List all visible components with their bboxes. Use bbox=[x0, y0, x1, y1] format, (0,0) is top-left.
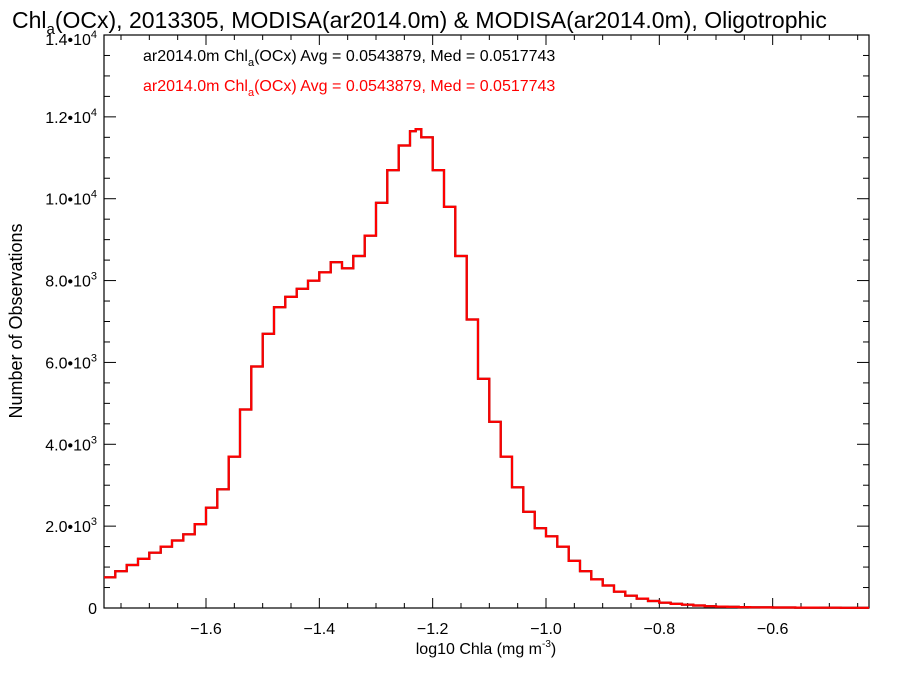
x-tick-label: −1.6 bbox=[190, 621, 222, 638]
y-tick-label: 6.0•103 bbox=[45, 352, 97, 372]
y-tick-label: 4.0•103 bbox=[45, 434, 97, 454]
x-tick-label: −1.0 bbox=[530, 621, 562, 638]
x-tick-label: −1.2 bbox=[417, 621, 449, 638]
y-axis-label: Number of Observations bbox=[6, 223, 26, 418]
x-axis-label: log10 Chla (mg m-3) bbox=[416, 639, 557, 658]
y-tick-label: 1.4•104 bbox=[45, 29, 97, 49]
y-tick-label: 0 bbox=[88, 601, 97, 618]
plot-frame bbox=[103, 34, 870, 609]
histogram-series-line bbox=[104, 128, 869, 609]
legend-entry: ar2014.0m Chla(OCx) Avg = 0.0543879, Med… bbox=[143, 48, 555, 69]
y-tick-label: 8.0•103 bbox=[45, 271, 97, 291]
axis-ticks: −1.6 −1.4 −1.2 −1.0 −0.8 −0.6 0 2.0•103 4.0•103 6… bbox=[45, 29, 869, 638]
y-tick-label: 1.2•104 bbox=[45, 107, 97, 127]
histogram-series-line bbox=[104, 128, 869, 609]
legend-entry: ar2014.0m Chla(OCx) Avg = 0.0543879, Med… bbox=[143, 78, 555, 99]
chart-title: Chla(OCx), 2013305, MODISA(ar2014.0m) & … bbox=[12, 7, 827, 38]
series-layer bbox=[104, 128, 869, 609]
legend: ar2014.0m Chla(OCx) Avg = 0.0543879, Med… bbox=[143, 48, 555, 99]
x-tick-label: −0.8 bbox=[644, 621, 676, 638]
x-tick-label: −1.4 bbox=[304, 621, 336, 638]
x-tick-label: −0.6 bbox=[757, 621, 789, 638]
y-tick-label: 1.0•104 bbox=[45, 189, 97, 209]
y-tick-label: 2.0•103 bbox=[45, 516, 97, 536]
